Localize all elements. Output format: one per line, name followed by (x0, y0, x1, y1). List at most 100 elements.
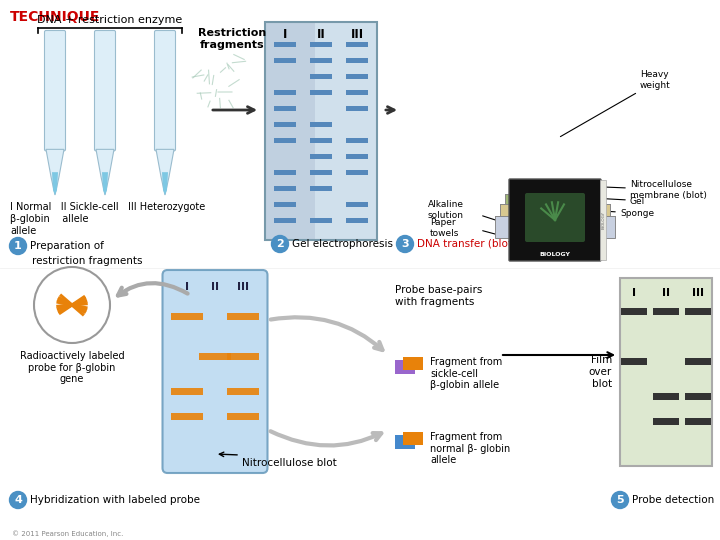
Bar (310, 74, 332, 79)
Polygon shape (52, 172, 58, 195)
Bar (227, 413, 259, 420)
Polygon shape (395, 360, 415, 374)
Text: Restriction
fragments: Restriction fragments (198, 28, 266, 50)
FancyBboxPatch shape (94, 30, 115, 151)
Text: 4: 4 (14, 495, 22, 505)
Bar (274, 138, 296, 143)
Text: III: III (237, 282, 249, 292)
Polygon shape (156, 150, 174, 195)
Text: Hybridization with labeled probe: Hybridization with labeled probe (30, 495, 200, 505)
Bar (274, 186, 296, 191)
FancyBboxPatch shape (315, 22, 377, 240)
Bar (310, 138, 332, 143)
Bar (346, 170, 368, 175)
Text: Sponge: Sponge (620, 210, 654, 219)
Text: Probe detection: Probe detection (632, 495, 714, 505)
FancyBboxPatch shape (510, 186, 600, 194)
Polygon shape (403, 432, 423, 445)
FancyBboxPatch shape (600, 180, 606, 260)
Bar (274, 122, 296, 127)
Text: II: II (211, 282, 219, 292)
FancyBboxPatch shape (500, 204, 610, 216)
Bar (310, 170, 332, 175)
Text: Fragment from
normal β- globin
allele: Fragment from normal β- globin allele (430, 432, 510, 465)
Bar (346, 218, 368, 223)
Bar (274, 90, 296, 95)
Bar (346, 154, 368, 159)
Bar (621, 358, 647, 365)
Text: restriction fragments: restriction fragments (32, 256, 143, 266)
Bar (653, 418, 679, 425)
Bar (227, 388, 259, 395)
Text: allele: allele (10, 226, 36, 236)
Bar (346, 138, 368, 143)
Polygon shape (395, 435, 415, 449)
FancyBboxPatch shape (265, 22, 315, 240)
Circle shape (611, 491, 629, 509)
Text: Probe base-pairs
with fragments: Probe base-pairs with fragments (395, 285, 482, 307)
Text: 5: 5 (616, 495, 624, 505)
Bar (310, 218, 332, 223)
Bar (346, 90, 368, 95)
Bar (310, 90, 332, 95)
Text: 2: 2 (276, 239, 284, 249)
Text: III: III (351, 28, 364, 41)
Text: 3: 3 (401, 239, 409, 249)
FancyBboxPatch shape (45, 30, 66, 151)
Bar (685, 358, 711, 365)
Text: Alkaline
solution: Alkaline solution (428, 200, 464, 220)
Text: I Normal   II Sickle-cell   III Heterozygote: I Normal II Sickle-cell III Heterozygote (10, 202, 205, 212)
Text: Gel: Gel (630, 198, 645, 206)
Bar (653, 393, 679, 400)
Circle shape (9, 491, 27, 509)
Polygon shape (46, 150, 64, 195)
Text: Nitrocellulose
membrane (blot): Nitrocellulose membrane (blot) (630, 180, 707, 200)
Bar (346, 74, 368, 79)
Bar (171, 313, 203, 320)
Text: Paper
towels: Paper towels (430, 218, 459, 238)
Bar (310, 186, 332, 191)
FancyBboxPatch shape (514, 180, 596, 186)
FancyBboxPatch shape (509, 179, 601, 261)
FancyBboxPatch shape (495, 216, 615, 238)
Bar (346, 42, 368, 47)
Bar (310, 58, 332, 63)
FancyBboxPatch shape (505, 194, 605, 204)
Bar (274, 170, 296, 175)
Bar (265, 22, 377, 240)
FancyBboxPatch shape (163, 270, 268, 473)
Bar (199, 353, 231, 360)
Text: II: II (662, 288, 670, 298)
Bar (274, 218, 296, 223)
Bar (685, 393, 711, 400)
FancyBboxPatch shape (155, 30, 176, 151)
Circle shape (34, 267, 110, 343)
Text: I: I (185, 282, 189, 292)
Circle shape (397, 235, 413, 253)
Text: I: I (632, 288, 636, 298)
Text: Gel electrophoresis: Gel electrophoresis (292, 239, 393, 249)
Text: I: I (283, 28, 287, 41)
Circle shape (271, 235, 289, 253)
Bar (227, 313, 259, 320)
Polygon shape (162, 172, 168, 195)
Bar (346, 58, 368, 63)
Text: BIOLOGY: BIOLOGY (539, 252, 570, 257)
Bar (227, 353, 259, 360)
Text: Fragment from
sickle-cell
β-globin allele: Fragment from sickle-cell β-globin allel… (430, 357, 503, 390)
Bar (274, 42, 296, 47)
Text: Radioactively labeled
probe for β-globin
gene: Radioactively labeled probe for β-globin… (19, 351, 125, 384)
Text: Film
over
blot: Film over blot (589, 355, 612, 389)
Bar (274, 58, 296, 63)
Bar (346, 202, 368, 207)
Circle shape (9, 238, 27, 254)
Text: BIOLOGY: BIOLOGY (602, 211, 606, 229)
Text: III: III (692, 288, 704, 298)
Text: Nitrocellulose blot: Nitrocellulose blot (242, 458, 337, 468)
Bar (620, 278, 712, 466)
Text: Heavy
weight: Heavy weight (640, 70, 671, 90)
Bar (685, 308, 711, 315)
Bar (621, 308, 647, 315)
Bar (274, 202, 296, 207)
Bar (310, 154, 332, 159)
